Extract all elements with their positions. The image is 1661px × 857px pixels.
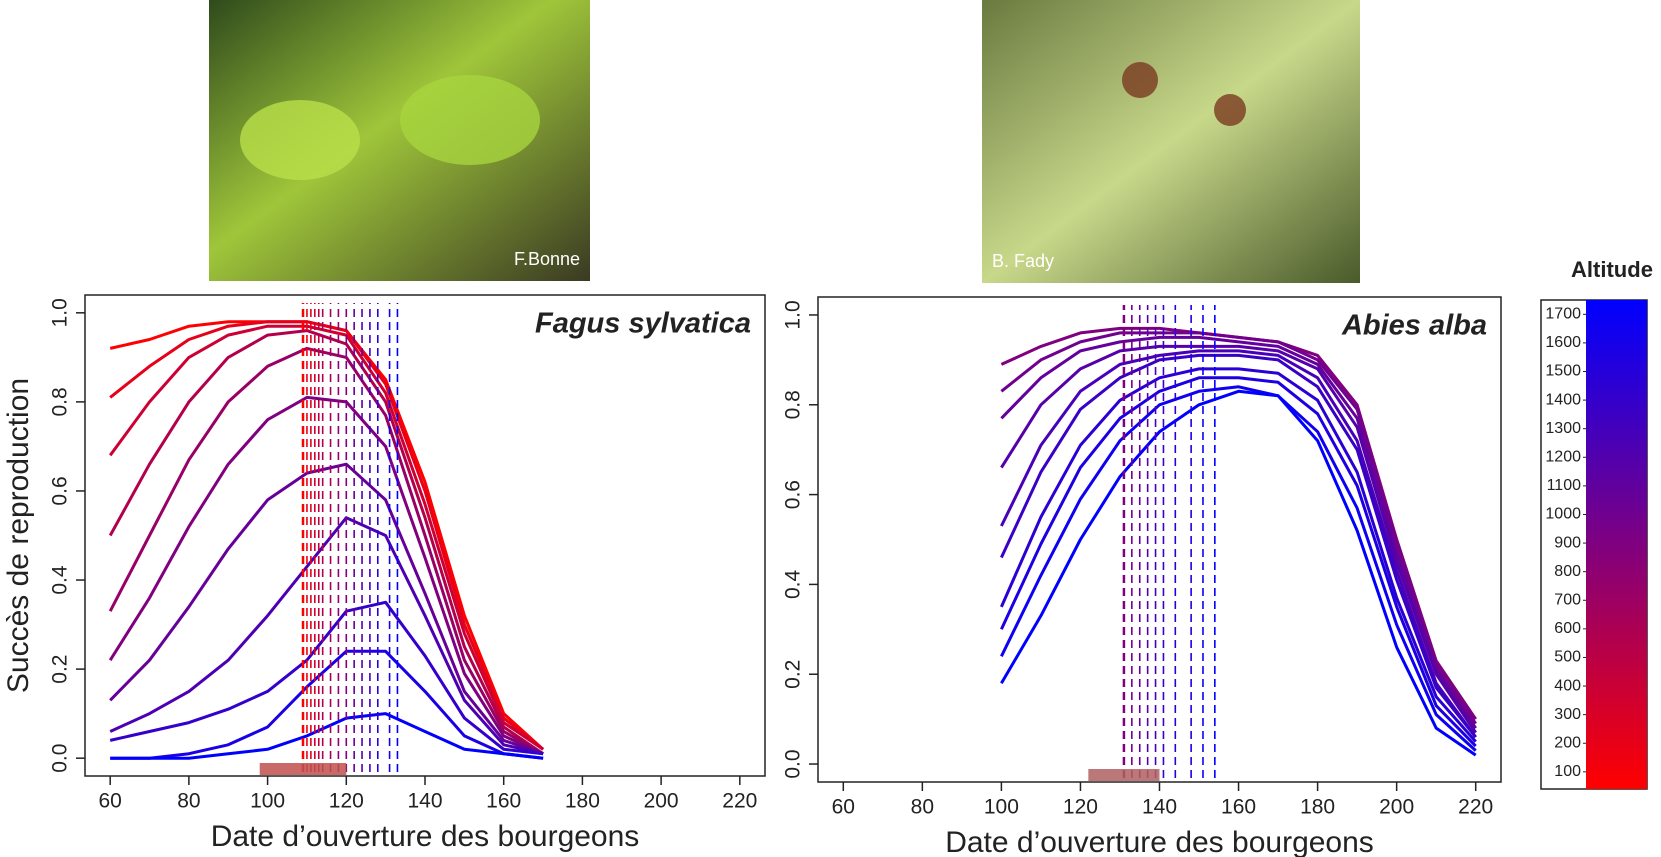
curve bbox=[1000, 335, 1477, 729]
curve bbox=[108, 346, 544, 756]
colorbar bbox=[1586, 300, 1647, 789]
colorbar-tick-label: 300 bbox=[1554, 706, 1581, 723]
curve bbox=[1000, 353, 1477, 739]
x-tick-label: 80 bbox=[911, 796, 934, 819]
photo bbox=[982, 0, 1360, 283]
colorbar-tick-label: 500 bbox=[1554, 649, 1581, 666]
curve bbox=[108, 324, 544, 751]
curve bbox=[1000, 389, 1477, 757]
y-tick-label: 0.6 bbox=[49, 476, 72, 505]
x-tick-label: 60 bbox=[832, 796, 855, 819]
x-tick-label: 120 bbox=[329, 790, 364, 813]
curve bbox=[1000, 344, 1477, 734]
colorbar-tick-label: 800 bbox=[1554, 563, 1581, 580]
y-tick-label: 0.0 bbox=[49, 744, 72, 773]
photo-credit: F.Bonne bbox=[514, 249, 580, 269]
photo-fir: B. Fady bbox=[982, 0, 1360, 283]
x-tick-label: 60 bbox=[99, 790, 122, 813]
x-tick-label: 100 bbox=[984, 796, 1019, 819]
curve bbox=[109, 516, 544, 756]
colorbar-tick-label: 1000 bbox=[1545, 506, 1581, 523]
curve bbox=[1000, 349, 1477, 738]
x-tick-label: 140 bbox=[407, 790, 442, 813]
x-tick-label: 200 bbox=[1379, 796, 1414, 819]
y-tick-label: 1.0 bbox=[49, 298, 72, 327]
colorbar-tick-label: 1700 bbox=[1545, 306, 1581, 323]
colorbar-tick-label: 1300 bbox=[1545, 420, 1581, 437]
colorbar-title: Altitude bbox=[1571, 257, 1653, 282]
curve bbox=[109, 600, 544, 756]
x-axis-label: Date d’ouverture des bourgeons bbox=[211, 820, 640, 853]
x-tick-label: 120 bbox=[1063, 796, 1098, 819]
colorbar-tick-label: 200 bbox=[1554, 734, 1581, 751]
colorbar-tick-label: 400 bbox=[1554, 677, 1581, 694]
colorbar-tick-label: 1200 bbox=[1545, 448, 1581, 465]
y-tick-label: 0.2 bbox=[49, 655, 72, 684]
photo-credit: B. Fady bbox=[992, 251, 1054, 271]
colorbar-tick-label: 600 bbox=[1554, 620, 1581, 637]
curve bbox=[1000, 367, 1477, 743]
curve bbox=[108, 395, 544, 756]
colorbar-tick-label: 1600 bbox=[1545, 334, 1581, 351]
curve bbox=[1000, 376, 1477, 748]
curve bbox=[110, 712, 544, 760]
x-tick-label: 180 bbox=[565, 790, 600, 813]
y-tick-label: 1.0 bbox=[782, 300, 805, 329]
curve bbox=[110, 649, 544, 760]
x-tick-label: 160 bbox=[486, 790, 521, 813]
photo-detail bbox=[1122, 62, 1158, 98]
y-tick-label: 0.8 bbox=[49, 387, 72, 416]
colorbar-tick-label: 1100 bbox=[1547, 477, 1582, 494]
x-tick-label: 100 bbox=[250, 790, 285, 813]
x-tick-label: 180 bbox=[1300, 796, 1335, 819]
observed-range bbox=[1088, 769, 1160, 781]
photo-detail bbox=[1214, 94, 1246, 126]
colorbar-tick-label: 700 bbox=[1554, 591, 1581, 608]
curve bbox=[108, 329, 544, 755]
observed-range bbox=[259, 763, 347, 775]
y-tick-label: 0.6 bbox=[782, 480, 805, 509]
x-tick-label: 160 bbox=[1221, 796, 1256, 819]
curve bbox=[1000, 331, 1477, 725]
curve bbox=[109, 462, 544, 756]
x-tick-label: 220 bbox=[1458, 796, 1493, 819]
y-axis-label: Succès de reproduction bbox=[2, 378, 35, 693]
plot-frame bbox=[817, 296, 1502, 783]
photo-beech: F.Bonne bbox=[209, 0, 590, 281]
colorbar-tick-label: 900 bbox=[1554, 534, 1581, 551]
photo-detail bbox=[400, 75, 540, 165]
curve bbox=[1000, 385, 1477, 752]
chart-title: Fagus sylvatica bbox=[535, 308, 751, 340]
x-tick-label: 140 bbox=[1142, 796, 1177, 819]
y-tick-label: 0.2 bbox=[782, 660, 805, 689]
photo-detail bbox=[240, 100, 360, 180]
x-tick-label: 80 bbox=[177, 790, 200, 813]
y-tick-label: 0.4 bbox=[782, 569, 805, 599]
chart-title: Abies alba bbox=[1341, 310, 1487, 342]
colorbar-tick-label: 100 bbox=[1554, 763, 1581, 780]
colorbar-tick-label: 1500 bbox=[1545, 363, 1581, 380]
curve bbox=[109, 320, 545, 751]
colorbar-tick-label: 1400 bbox=[1545, 391, 1581, 408]
y-tick-label: 0.4 bbox=[49, 565, 72, 595]
x-tick-label: 200 bbox=[644, 790, 679, 813]
y-tick-label: 0.0 bbox=[782, 749, 805, 778]
x-axis-label: Date d’ouverture des bourgeons bbox=[945, 826, 1374, 857]
y-tick-label: 0.8 bbox=[782, 390, 805, 419]
x-tick-label: 220 bbox=[722, 790, 757, 813]
